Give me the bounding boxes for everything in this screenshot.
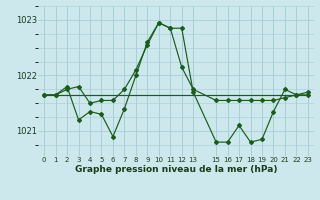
X-axis label: Graphe pression niveau de la mer (hPa): Graphe pression niveau de la mer (hPa) <box>75 165 277 174</box>
